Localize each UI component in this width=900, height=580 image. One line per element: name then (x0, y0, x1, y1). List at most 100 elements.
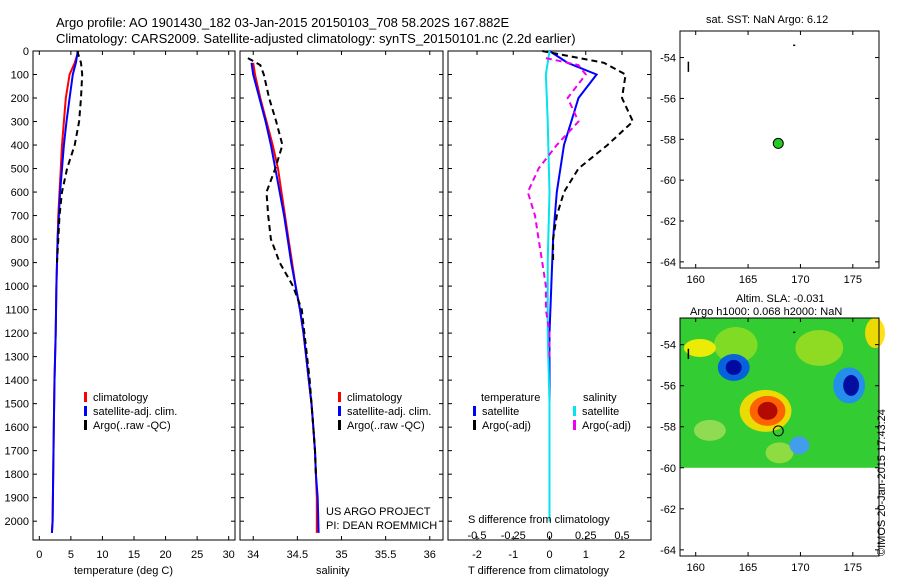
sal-legend-satellite: satellite-adj. clim. (338, 406, 431, 419)
difference-series-line (542, 50, 635, 263)
difference-xtick-label: -1 (508, 549, 518, 561)
sla-map-anomaly-blob (795, 329, 844, 366)
depth-tick-label: 1800 (5, 469, 29, 481)
temperature-xtick-label: 15 (128, 549, 140, 561)
sst-map-ytick-label: -54 (660, 53, 676, 65)
difference-xtick-label: 2 (619, 549, 625, 561)
sla-map-ytick-label: -56 (660, 381, 676, 393)
temperature-xtick-label: 10 (96, 549, 108, 561)
temperature-series-line (50, 50, 79, 533)
salinity-series-line (252, 62, 318, 533)
diff-legend-t-argo-label: Argo(-adj) (482, 420, 531, 432)
temperature-xtick-label: 20 (159, 549, 171, 561)
sla-map-anomaly-blob (725, 359, 742, 375)
diff-legend-s-argo: Argo(-adj) (573, 420, 631, 433)
diff-legend-t-satellite-swatch (473, 406, 476, 416)
temp-legend-argo: Argo(..raw -QC) (84, 420, 171, 433)
difference-series-line (544, 50, 551, 522)
temperature-xtick-label: 25 (191, 549, 203, 561)
difference-series-line (526, 57, 588, 357)
difference-series-line (548, 50, 599, 522)
sla-map-title-line-2: Argo h1000: 0.068 h2000: NaN (690, 306, 843, 318)
sst-map-xtick-label: 160 (687, 274, 705, 286)
temp-legend-satellite: satellite-adj. clim. (84, 406, 177, 419)
diff-legend-s-satellite-swatch (573, 406, 576, 416)
sla-map-ytick-label: -60 (660, 463, 676, 475)
diff-legend-temperature-title: temperature (481, 392, 541, 404)
depth-tick-label: 800 (11, 234, 29, 246)
sla-map-anomaly-blob (865, 318, 885, 348)
difference-xlabel-bottom: T difference from climatology (468, 565, 609, 577)
diff-legend-t-satellite-label: satellite (482, 406, 520, 418)
sla-map-xtick-label: 160 (687, 562, 705, 574)
depth-tick-label: 1300 (5, 352, 29, 364)
salinity-series-line (247, 57, 317, 475)
sst-map-xtick-label: 170 (791, 274, 809, 286)
difference-xtick-top-label: -0.5 (468, 530, 487, 542)
difference-xtick-top-label: 0.25 (575, 530, 596, 542)
depth-tick-label: 100 (11, 70, 29, 82)
sal-legend-climatology-label: climatology (347, 392, 403, 404)
depth-tick-label: 600 (11, 187, 29, 199)
depth-tick-label: 700 (11, 211, 29, 223)
salinity-xtick-label: 34 (247, 549, 259, 561)
depth-tick-label: 900 (11, 258, 29, 270)
salinity-xtick-label: 35 (335, 549, 347, 561)
temp-legend-climatology-swatch (84, 392, 87, 402)
sal-legend-satellite-label: satellite-adj. clim. (347, 406, 432, 418)
panel-frame-salinity (239, 50, 444, 541)
sla-map-xtick-label: 170 (791, 562, 809, 574)
salinity-xtick-label: 34.5 (287, 549, 308, 561)
sst-map-frame (679, 30, 880, 269)
difference-xlabel-top: S difference from climatology (468, 514, 610, 526)
sal-legend-argo-swatch (338, 420, 341, 430)
sst-map-ytick-label: -56 (660, 93, 676, 105)
figure-title-line-2: Climatology: CARS2009. Satellite-adjuste… (56, 31, 576, 46)
sla-map-anomaly-blob (789, 436, 810, 455)
temperature-xlabel: temperature (deg C) (74, 565, 174, 577)
temp-legend-argo-label: Argo(..raw -QC) (93, 420, 171, 432)
temperature-xtick-label: 30 (223, 549, 235, 561)
sst-map-xtick-label: 175 (844, 274, 862, 286)
sla-map-heatmap (680, 318, 885, 468)
diff-legend-salinity-title: salinity (583, 392, 617, 404)
figure-title-line-1: Argo profile: AO 1901430_182 03-Jan-2015… (56, 15, 510, 30)
depth-tick-label: 200 (11, 93, 29, 105)
sla-map-ytick-label: -58 (660, 422, 676, 434)
diff-legend-s-argo-label: Argo(-adj) (582, 420, 631, 432)
temperature-xtick-label: 5 (68, 549, 74, 561)
difference-xtick-top-label: 0.5 (614, 530, 629, 542)
credit-label: ©IMOS 20-Jan-2015 17:43:24 (876, 409, 888, 556)
sla-map-anomaly-blob (683, 338, 716, 357)
depth-tick-label: 1400 (5, 375, 29, 387)
sst-map-ytick-label: -64 (660, 257, 676, 269)
depth-tick-label: 1900 (5, 493, 29, 505)
sla-map-frame (679, 317, 880, 557)
sst-map-argo-marker (772, 137, 784, 149)
sla-map-title-line-1: Altim. SLA: -0.031 (736, 293, 825, 305)
diff-legend-t-satellite: satellite (473, 406, 519, 419)
project-annotation-line-1: US ARGO PROJECT (326, 506, 431, 518)
temperature-series-line (56, 50, 84, 263)
depth-tick-label: 1100 (5, 305, 29, 317)
sst-map-ytick-label: -62 (660, 216, 676, 228)
depth-tick-label: 500 (11, 164, 29, 176)
sla-map-ytick-label: -64 (660, 545, 676, 557)
salinity-xtick-label: 35.5 (375, 549, 396, 561)
depth-tick-label: 1700 (5, 446, 29, 458)
sla-map-xtick-label: 165 (739, 562, 757, 574)
diff-legend-s-satellite: satellite (573, 406, 619, 419)
sal-legend-satellite-swatch (338, 406, 341, 416)
temperature-xtick-label: 0 (36, 549, 42, 561)
sla-map-anomaly-blob (693, 419, 726, 441)
salinity-xtick-label: 36 (424, 549, 436, 561)
sla-map-xtick-label: 175 (844, 562, 862, 574)
diff-legend-t-argo: Argo(-adj) (473, 420, 531, 433)
difference-xtick-top-label: 0 (546, 530, 552, 542)
salinity-xlabel: salinity (316, 565, 350, 577)
diff-legend-s-argo-swatch (573, 420, 576, 430)
depth-tick-label: 300 (11, 117, 29, 129)
sst-map-ytick-label: -60 (660, 175, 676, 187)
depth-tick-label: 1600 (5, 422, 29, 434)
difference-xtick-label: 1 (583, 549, 589, 561)
